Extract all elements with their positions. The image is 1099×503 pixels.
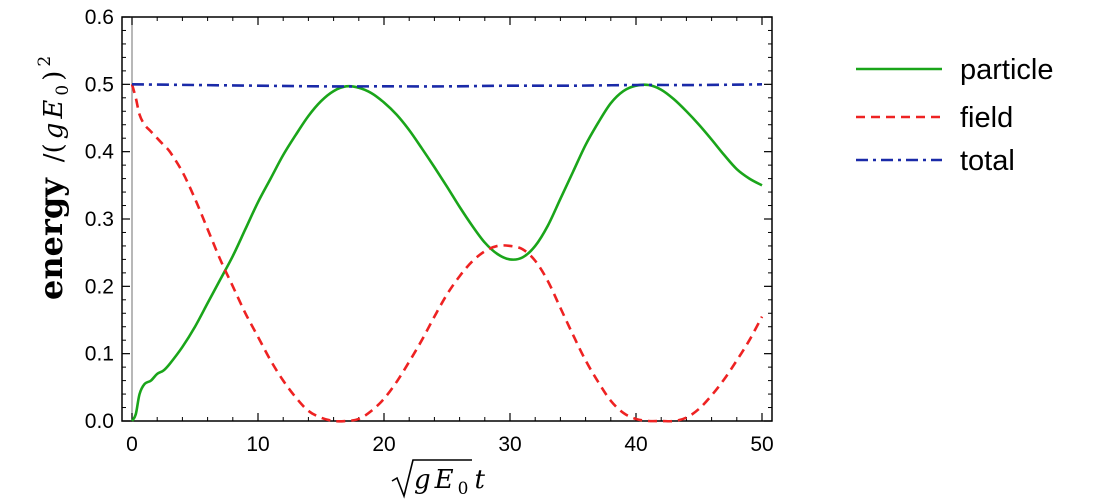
- svg-text:energy /( g: energy /( g E 0 ) 2: [32, 56, 73, 300]
- ticks-group: 0 10 20 30 40 50 0.0 0.1 0.2 0.3 0.4 0.5 0.6: [85, 6, 774, 456]
- y-tick-label: 0.1: [85, 343, 114, 366]
- y-tick-label: 0.3: [85, 208, 114, 231]
- xlabel-sub: 0: [458, 479, 469, 499]
- ylabel-slash: /(: [39, 143, 69, 162]
- y-tick-label: 0.4: [85, 141, 115, 164]
- y-tick-label: 0.6: [85, 6, 114, 29]
- ylabel-word: energy: [32, 177, 70, 300]
- x-tick-label: 0: [126, 433, 138, 456]
- ylabel-E: E: [39, 100, 69, 120]
- x-tick-label: 20: [372, 433, 395, 456]
- plot-frame: [121, 16, 773, 422]
- y-tick-label: 0.2: [85, 275, 114, 298]
- legend-label-field: field: [960, 102, 1013, 134]
- x-tick-label: 40: [624, 433, 647, 456]
- svg-text:g E 0 t: g E 0 t: [414, 465, 485, 499]
- xlabel-t: t: [474, 465, 485, 495]
- x-tick-label: 30: [498, 433, 521, 456]
- x-tick-label: 10: [246, 433, 269, 456]
- series-line-field: [130, 83, 764, 423]
- y-axis-label: energy /( g E 0 ) 2: [32, 56, 73, 300]
- sqrt-symbol: [391, 459, 472, 499]
- xlabel-g: g: [414, 465, 431, 495]
- legend-label-particle: particle: [960, 54, 1054, 86]
- xlabel-E: E: [434, 465, 454, 495]
- series-line-total: [131, 83, 763, 88]
- legend-label-total: total: [960, 145, 1015, 177]
- ylabel-g: g: [39, 123, 69, 140]
- series-line-particle: [130, 83, 763, 422]
- y-tick-label: 0.5: [85, 73, 114, 96]
- ylabel-power: 2: [35, 56, 55, 67]
- legend: particle field total: [856, 54, 1054, 177]
- ylabel-sub: 0: [53, 85, 73, 96]
- ylabel-close: ): [39, 71, 69, 81]
- x-tick-label: 50: [750, 433, 773, 456]
- x-axis-label: g E 0 t: [391, 459, 485, 499]
- y-tick-label: 0.0: [85, 410, 114, 433]
- series-group: [130, 83, 764, 423]
